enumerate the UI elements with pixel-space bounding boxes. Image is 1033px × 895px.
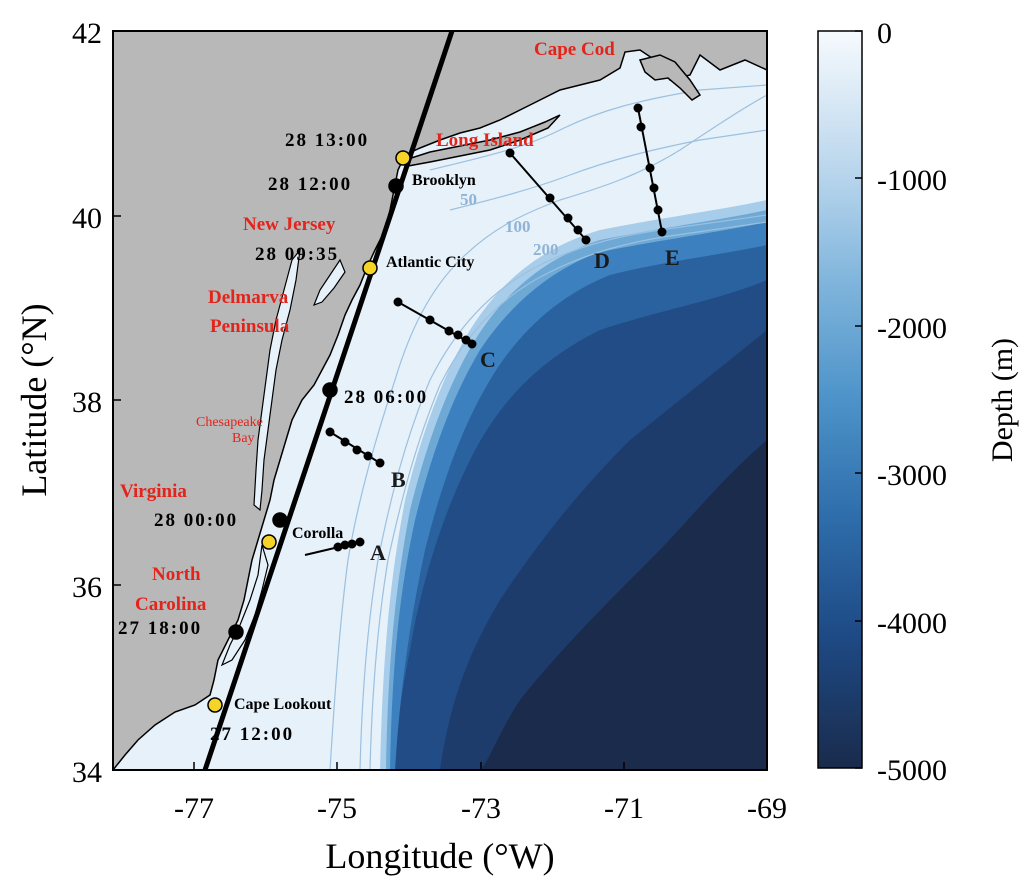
city-label-atlantic-city: Atlantic City xyxy=(386,254,474,271)
city-label-brooklyn: Brooklyn xyxy=(412,172,476,189)
time-label-27-1200: 27 12:00 xyxy=(210,724,294,745)
y-tick-label: 34 xyxy=(72,756,102,789)
colorbar-tick-label: -1000 xyxy=(877,164,947,197)
transects xyxy=(304,103,667,556)
colorbar-tick-label: -3000 xyxy=(877,459,947,492)
region-label-chesapeake: Chesapeake xyxy=(196,415,263,430)
track-point-28-0935 xyxy=(362,260,378,276)
city-label-corolla: Corolla xyxy=(292,525,343,542)
track-points xyxy=(207,150,411,713)
x-axis: -77 -75 -73 -71 -69 Longitude (°W) xyxy=(174,762,787,876)
region-label-north: North xyxy=(152,564,201,585)
time-label-28-0600: 28 06:00 xyxy=(344,387,428,408)
delaware-bay-water xyxy=(312,258,346,307)
x-tick-label: -77 xyxy=(174,792,214,825)
x-tick-label: -71 xyxy=(604,792,644,825)
track-point-28-1200 xyxy=(388,178,404,194)
colorbar-gradient xyxy=(817,30,863,769)
x-tick-label: -75 xyxy=(317,792,357,825)
colorbar: 0 -1000 -2000 -3000 -4000 -5000 Depth (m… xyxy=(817,17,1019,787)
y-tick-label: 38 xyxy=(72,386,102,419)
y-tick-label: 36 xyxy=(72,571,102,604)
x-tick-label: -69 xyxy=(747,792,787,825)
map-panel: 50 100 200 Cape Cod Long Island New Jers… xyxy=(113,31,767,770)
time-label-27-1800: 27 18:00 xyxy=(118,618,202,639)
land-cape-cod xyxy=(638,54,702,101)
transect-label-c: C xyxy=(480,347,496,372)
isobath-label-200: 200 xyxy=(533,240,559,259)
isobath-label-100: 100 xyxy=(505,217,531,236)
region-label-new-jersey: New Jersey xyxy=(243,214,336,235)
track-point-28-0600 xyxy=(322,382,338,398)
isobath-label-50: 50 xyxy=(460,190,477,209)
region-label-virginia: Virginia xyxy=(120,481,187,502)
time-label-28-1300: 28 13:00 xyxy=(285,130,369,151)
land-long-island xyxy=(403,114,561,167)
track-point-28-0000 xyxy=(272,512,288,528)
region-label-carolina: Carolina xyxy=(135,594,207,615)
track-point-27-1800 xyxy=(228,624,244,640)
transect-label-b: B xyxy=(391,467,406,492)
chesapeake-bay-water xyxy=(253,247,301,512)
colorbar-tick-label: -4000 xyxy=(877,607,947,640)
colorbar-tick-label: -5000 xyxy=(877,754,947,787)
y-axis: 34 36 38 40 42 Latitude (°N) xyxy=(14,17,121,789)
transect-label-a: A xyxy=(370,540,386,565)
time-label-28-0000: 28 00:00 xyxy=(154,510,238,531)
transect-label-e: E xyxy=(665,245,680,270)
city-label-cape-lookout: Cape Lookout xyxy=(234,696,332,713)
x-axis-title: Longitude (°W) xyxy=(325,836,554,876)
time-label-28-1200: 28 12:00 xyxy=(268,174,352,195)
region-label-bay: Bay xyxy=(232,431,255,446)
region-label-peninsula: Peninsula xyxy=(210,316,290,337)
hurricane-track xyxy=(202,31,455,770)
time-label-28-0935: 28 09:35 xyxy=(255,244,339,265)
region-label-long-island: Long Island xyxy=(436,130,534,151)
track-point-28-1300 xyxy=(395,150,411,166)
colorbar-tick-label: 0 xyxy=(877,17,892,50)
x-tick-label: -73 xyxy=(461,792,501,825)
y-tick-label: 40 xyxy=(72,202,102,235)
transect-label-d: D xyxy=(594,248,610,273)
colorbar-title: Depth (m) xyxy=(986,338,1019,462)
track-point-27-1200 xyxy=(207,697,223,713)
pamlico-sound-water xyxy=(220,544,269,667)
land-mainland xyxy=(113,31,767,770)
colorbar-tick-label: -2000 xyxy=(877,312,947,345)
region-label-cape-cod: Cape Cod xyxy=(534,39,615,60)
region-label-delmarva: Delmarva xyxy=(208,287,289,308)
y-tick-label: 42 xyxy=(72,17,102,50)
track-point-corolla xyxy=(261,534,277,550)
isobath-lines xyxy=(329,84,767,770)
y-axis-title: Latitude (°N) xyxy=(14,303,54,496)
